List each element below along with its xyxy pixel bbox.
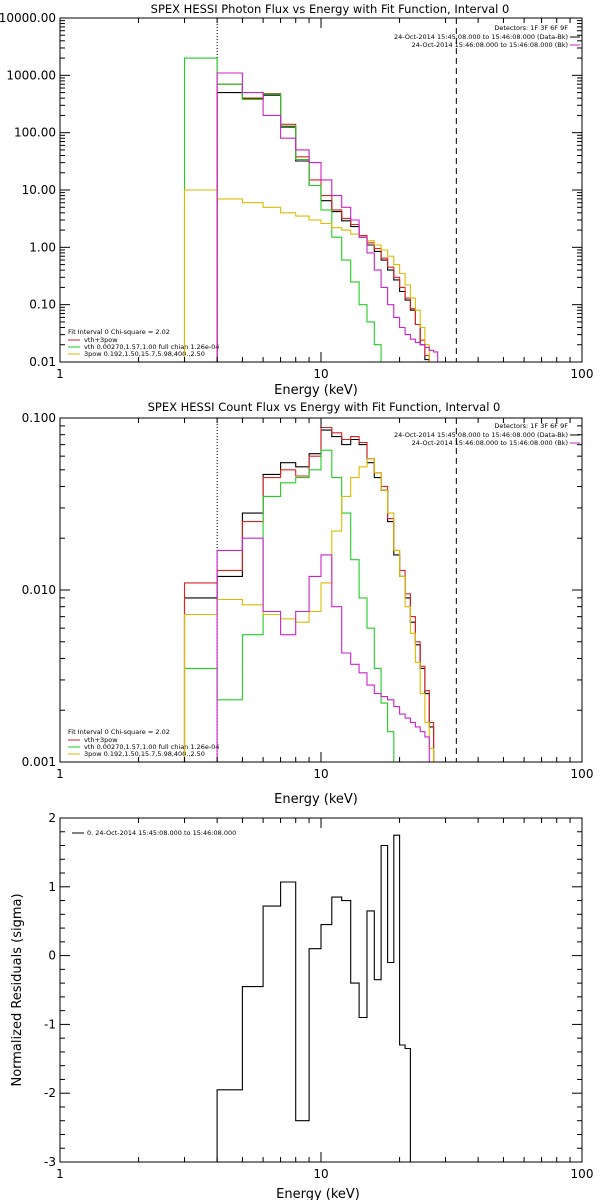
y-tick-label: 0.010 [22, 583, 56, 597]
x-tick-label: 100 [571, 367, 594, 381]
series-line-pow [183, 458, 438, 762]
x-axis-ticks: 1 10 100 [56, 818, 593, 1181]
legend-vth-label: vth 0.00270,1.57,1.00 full chian 1.26e-0… [84, 343, 219, 351]
x-axis-ticks: 1 10 100 [56, 18, 593, 381]
legend-data-label: 24-Oct-2014 15:45:08.000 to 15:46:08.000… [394, 431, 568, 439]
x-tick-label: 1 [56, 1167, 64, 1181]
photon-flux-panel: SPEX HESSI Photon Flux vs Energy with Fi… [0, 2, 593, 398]
y-tick-label: 0 [48, 949, 56, 963]
residuals-legend-label: 0. 24-Oct-2014 15:45:08.000 to 15:46:08.… [87, 829, 236, 837]
x-tick-label: 1 [56, 767, 64, 781]
y-tick-label: 100.00 [14, 126, 56, 140]
y-axis-ticks: 0.01 0.10 1.00 10.00 100.00 1000.00 10000.00 [0, 11, 582, 369]
photon-flux-title: SPEX HESSI Photon Flux vs Energy with Fi… [151, 2, 510, 16]
y-axis-ticks: -3 -2 -1 0 1 2 [44, 811, 582, 1169]
count-flux-panel: SPEX HESSI Count Flux vs Energy with Fit… [22, 400, 594, 807]
x-tick-label: 100 [571, 767, 594, 781]
series-line-data [216, 92, 430, 362]
legend-pow-label: 3pow 0.192,1.50,15.7,5.98,400.,2.50 [84, 750, 205, 758]
count-flux-title: SPEX HESSI Count Flux vs Energy with Fit… [148, 400, 501, 414]
legend-pow-label: 3pow 0.192,1.50,15.7,5.98,400.,2.50 [84, 350, 205, 358]
y-tick-label: 2 [48, 811, 56, 825]
count-flux-xlabel: Energy (keV) [274, 792, 358, 807]
legend-total-label: vth+3pow [84, 736, 118, 744]
x-tick-label: 10 [313, 1167, 328, 1181]
y-tick-label: 0.100 [22, 411, 56, 425]
legend-bk-label: 24-Oct-2014 15:46:08.000 to 15:46:08.000… [412, 439, 568, 447]
x-tick-label: 10 [313, 767, 328, 781]
y-tick-label: 0.001 [22, 755, 56, 769]
series-line-data [216, 834, 411, 1162]
series-group [216, 834, 411, 1162]
plot-frame [59, 817, 583, 1163]
series-line-vth [183, 57, 388, 362]
series-line-bk [216, 537, 430, 762]
x-axis-ticks: 1 10 100 [56, 418, 593, 781]
y-tick-label: 10.00 [22, 183, 56, 197]
x-tick-label: 1 [56, 367, 64, 381]
y-tick-label: 1000.00 [6, 68, 56, 82]
series-line-vth [183, 449, 400, 762]
y-tick-label: -1 [44, 1017, 56, 1031]
residuals-ylabel: Normalized Residuals (sigma) [10, 893, 25, 1086]
y-axis-ticks: 0.001 0.010 0.100 [22, 411, 582, 769]
legend-fit-header: Fit Interval 0 Chi-square = 2.02 [68, 728, 170, 736]
series-line-bk [216, 72, 439, 362]
series-group [183, 57, 439, 362]
series-group [183, 426, 438, 762]
photon-flux-legend-bottom-left: Fit Interval 0 Chi-square = 2.02 vth+3po… [68, 328, 219, 358]
legend-total-label: vth+3pow [84, 336, 118, 344]
y-tick-label: -3 [44, 1155, 56, 1169]
y-tick-label: 0.01 [29, 355, 56, 369]
series-line-pow [183, 189, 434, 362]
y-tick-label: 10000.00 [0, 11, 56, 25]
residuals-xlabel: Energy (keV) [276, 1187, 360, 1200]
y-tick-label: -2 [44, 1086, 56, 1100]
x-tick-label: 10 [313, 367, 328, 381]
legend-data-label: 24-Oct-2014 15:45:08.000 to 15:46:08.000… [394, 33, 568, 41]
photon-flux-xlabel: Energy (keV) [274, 383, 358, 398]
legend-detectors: Detectors: 1F 3F 6F 9F [494, 422, 568, 430]
count-flux-legend-top-right: Detectors: 1F 3F 6F 9F 24-Oct-2014 15:45… [394, 422, 580, 447]
residuals-panel: Energy (keV) Normalized Residuals (sigma… [10, 811, 593, 1200]
photon-flux-legend-top-right: Detectors: 1F 3F 6F 9F 24-Oct-2014 15:45… [394, 24, 580, 49]
legend-detectors: Detectors: 1F 3F 6F 9F [494, 24, 568, 32]
x-tick-label: 100 [571, 1167, 594, 1181]
legend-bk-label: 24-Oct-2014 15:46:08.000 to 15:46:08.000… [412, 41, 568, 49]
y-tick-label: 1 [48, 880, 56, 894]
y-tick-label: 0.10 [29, 298, 56, 312]
legend-fit-header: Fit Interval 0 Chi-square = 2.02 [68, 328, 170, 336]
legend-vth-label: vth 0.00270,1.57,1.00 full chian 1.26e-0… [84, 743, 219, 751]
count-flux-legend-bottom-left: Fit Interval 0 Chi-square = 2.02 vth+3po… [68, 728, 219, 758]
y-tick-label: 1.00 [29, 240, 56, 254]
